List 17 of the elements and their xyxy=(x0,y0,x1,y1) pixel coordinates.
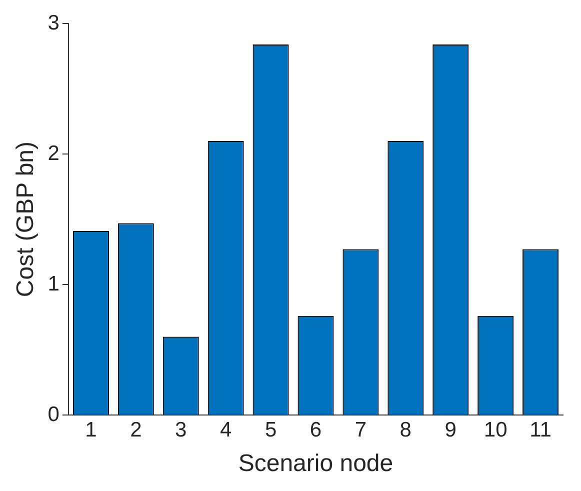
x-tick-label: 4 xyxy=(220,418,232,442)
x-tick-label: 9 xyxy=(444,418,456,442)
x-tick-label: 10 xyxy=(484,418,508,442)
x-tick-label: 6 xyxy=(310,418,322,442)
x-tick-label: 5 xyxy=(264,418,277,442)
x-tick-label: 7 xyxy=(354,418,367,442)
y-tick-label: 0 xyxy=(48,402,60,426)
x-tick-label: 11 xyxy=(530,418,552,442)
x-tick-label: 8 xyxy=(400,418,412,442)
y-axis-title: Cost (GBP bn) xyxy=(12,141,40,298)
x-tick-label: 2 xyxy=(130,418,142,442)
x-tick-label: 1 xyxy=(85,418,97,442)
x-axis-title: Scenario node xyxy=(238,450,394,478)
y-tick-label: 1 xyxy=(48,272,60,296)
y-tick-label: 3 xyxy=(48,11,60,34)
x-tick-label: 3 xyxy=(175,418,187,442)
y-tick-label: 2 xyxy=(48,142,60,165)
